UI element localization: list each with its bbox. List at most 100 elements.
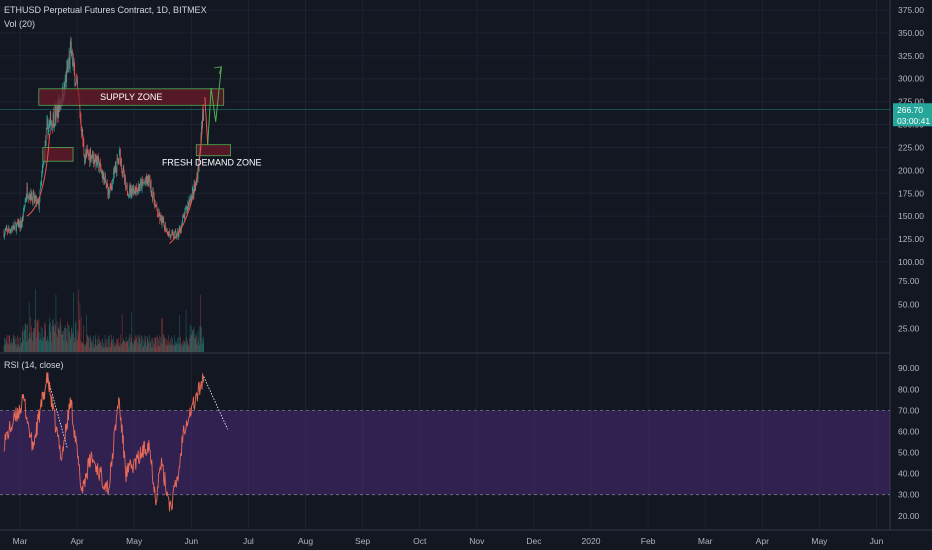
rsi-tick-label: 90.00 (898, 363, 920, 373)
candle-body (94, 161, 95, 163)
volume-bar (73, 292, 74, 352)
candle-body (203, 110, 204, 114)
candle-body (191, 193, 192, 200)
candle-body (117, 158, 119, 160)
volume-bar (182, 342, 183, 352)
volume-bar (39, 340, 40, 352)
volume-bar (118, 344, 119, 352)
volume-bar (143, 339, 145, 352)
volume-bar (180, 342, 182, 352)
volume-bar (121, 313, 123, 352)
time-tick-label: Sep (355, 536, 370, 546)
candle-body (150, 181, 152, 195)
volume-bar (185, 344, 186, 352)
time-tick-label: Jun (870, 536, 884, 546)
candle-body (33, 193, 34, 195)
volume-bar (152, 347, 154, 352)
volume-tick-label: 25.00 (898, 323, 920, 333)
volume-bar (196, 344, 198, 352)
volume-bar (81, 343, 82, 352)
candle-body (81, 129, 83, 135)
volume-bar (60, 318, 61, 352)
volume-bar (23, 330, 25, 352)
volume-bar (150, 347, 152, 352)
price-tick-label: 375.00 (898, 5, 924, 15)
volume-bar (145, 336, 146, 352)
volume-bar (130, 342, 131, 352)
candle-body (152, 191, 153, 200)
volume-bar (142, 345, 144, 352)
candle-body (35, 195, 36, 199)
candle-body (89, 151, 91, 162)
candle-body (76, 81, 78, 83)
time-tick-label: Dec (526, 536, 542, 546)
time-tick-label: Feb (641, 536, 656, 546)
candle-body (73, 61, 75, 70)
candle-body (185, 207, 187, 209)
candle-body (197, 176, 198, 179)
candle-body (101, 172, 102, 173)
volume-bar (16, 344, 17, 352)
candle-body (112, 179, 114, 181)
candle-body (96, 155, 97, 166)
volume-bar (38, 319, 40, 352)
volume-bar (201, 327, 202, 352)
candle-body (30, 190, 32, 200)
candle-body (24, 201, 26, 206)
candle-body (8, 228, 10, 230)
volume-bar (165, 338, 167, 352)
candle-body (147, 175, 149, 183)
price-axis[interactable]: 375.00350.00325.00300.00275.00250.00225.… (898, 5, 924, 521)
volume-bar (175, 344, 177, 352)
candle-body (102, 174, 103, 178)
candle-body (65, 78, 66, 80)
candle-body (12, 228, 13, 231)
candle-body (70, 41, 72, 47)
volume-bar (159, 346, 161, 352)
volume-bar (76, 329, 78, 352)
candle-body (19, 222, 21, 228)
volume-bar (11, 342, 13, 352)
candle-body (116, 169, 117, 172)
volume-bar (132, 343, 133, 352)
candle-body (192, 189, 194, 191)
candle-body (90, 151, 91, 161)
candle-body (20, 220, 22, 227)
candle-body (153, 192, 155, 202)
volume-bar (87, 334, 88, 352)
volume-bar (76, 338, 77, 352)
candle-body (133, 188, 135, 192)
volume-bar (28, 338, 29, 352)
volume-bar (46, 341, 48, 352)
candle-body (107, 184, 108, 187)
volume-bar (114, 347, 115, 352)
candle-body (52, 123, 53, 128)
candle-body (133, 188, 134, 195)
candle-body (171, 232, 173, 234)
volume-bar (197, 331, 199, 352)
volume-bar (75, 322, 76, 352)
volume-bar (86, 314, 88, 352)
volume-bar (99, 338, 100, 352)
candle-body (105, 182, 107, 185)
candle-body (76, 81, 77, 83)
volume-bar (173, 343, 174, 352)
forecast-arrowhead (214, 66, 223, 74)
price-tick-label: 200.00 (898, 165, 924, 175)
volume-bar (84, 344, 86, 352)
volume-bar (133, 344, 134, 352)
candle-body (167, 234, 169, 235)
volume-bar (71, 326, 73, 352)
volume-bar (14, 339, 15, 352)
candle-body (104, 178, 105, 185)
volume-bar (201, 344, 203, 352)
time-axis[interactable]: Mar Apr May Jun Jul Aug Sep Oct Nov Dec 2020 Feb Mar… (13, 536, 884, 546)
volume-bar (57, 337, 58, 352)
volume-bar (115, 346, 116, 352)
volume-bar (148, 340, 149, 352)
volume-bar (186, 337, 187, 352)
candle-body (188, 203, 189, 207)
volume-bar (31, 326, 32, 352)
candle-body (103, 172, 105, 185)
rsi-legend: RSI (14, close) (4, 360, 64, 370)
